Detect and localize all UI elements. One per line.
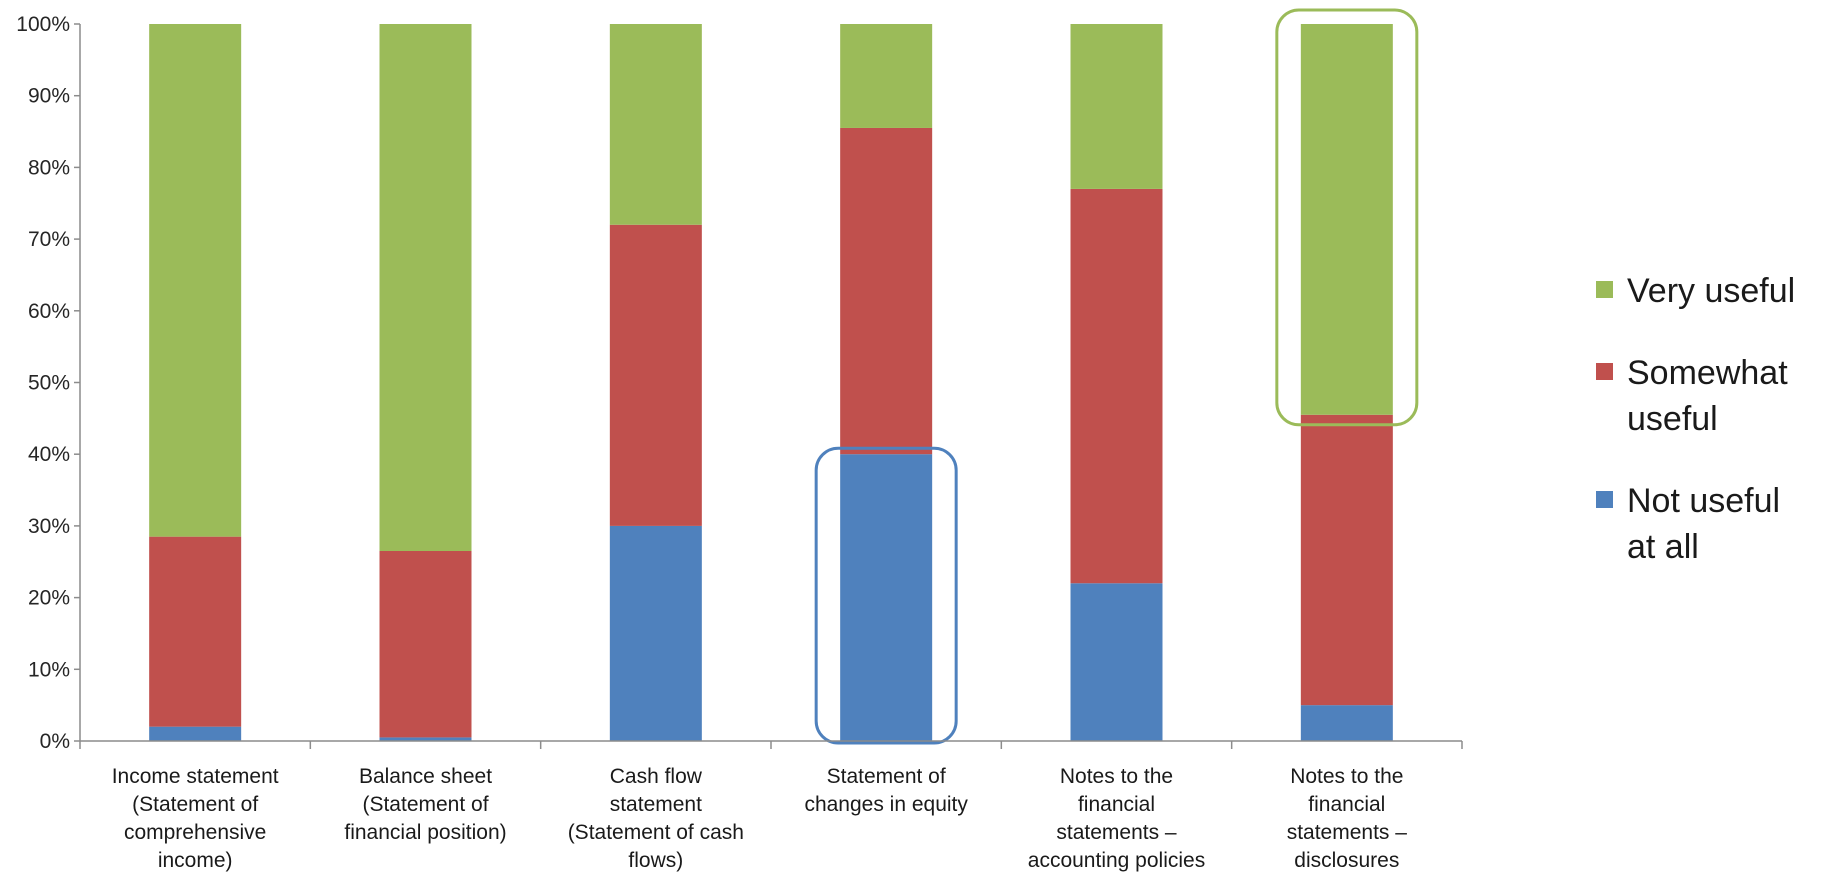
y-tick-label: 50% — [28, 372, 70, 395]
x-category-label: Balance sheet (Statement of financial posi… — [344, 765, 506, 844]
bar-stack — [840, 24, 933, 741]
legend-item-very-useful: Very useful — [1596, 268, 1836, 314]
y-tick-label: 100% — [16, 13, 70, 36]
x-category-label: Income statement (Statement of comprehensi… — [112, 765, 279, 872]
bar-segment-not-useful-at-all — [149, 726, 242, 741]
bar-segment-not-useful-at-all — [379, 737, 472, 741]
legend-label: Somewhat useful — [1627, 354, 1788, 438]
bar-segment-somewhat-useful — [149, 536, 242, 727]
bar-stack — [609, 24, 702, 741]
bar-segment-somewhat-useful — [1070, 188, 1163, 584]
legend-label: Not useful at all — [1627, 482, 1781, 566]
bar-stack — [1070, 24, 1163, 741]
y-tick-label: 0% — [40, 730, 70, 753]
x-axis: Income statement (Statement of comprehensi… — [79, 740, 1463, 872]
y-tick-label: 20% — [28, 587, 70, 610]
bar-segment-not-useful-at-all — [1300, 705, 1393, 741]
bar-segment-very-useful — [149, 24, 242, 537]
legend: Very useful Somewhat useful Not useful at al… — [1596, 268, 1836, 606]
bar-segment-somewhat-useful — [1300, 414, 1393, 706]
y-tick-label: 90% — [28, 85, 70, 108]
bar-stack — [149, 24, 242, 741]
legend-swatch — [1596, 281, 1613, 298]
legend-swatch — [1596, 491, 1613, 508]
bar-segment-not-useful-at-all — [840, 454, 933, 741]
legend-swatch — [1596, 363, 1613, 380]
highlight-box — [1275, 8, 1419, 427]
bar-stacks — [149, 24, 1393, 741]
bar-segment-very-useful — [1070, 24, 1163, 189]
highlight-box — [814, 446, 958, 745]
bar-segment-very-useful — [379, 24, 472, 551]
highlight-boxes — [814, 8, 1419, 745]
y-tick-label: 60% — [28, 300, 70, 323]
legend-label: Very useful — [1627, 272, 1796, 310]
bar-segment-very-useful — [1300, 24, 1393, 415]
x-category-label: Cash flow statement (Statement of cash flow… — [568, 765, 744, 872]
bar-segment-somewhat-useful — [840, 127, 933, 455]
x-category-label: Notes to the financial statements – account… — [1028, 765, 1205, 872]
x-category-label: Statement of changes in equity — [804, 765, 968, 816]
y-tick-label: 10% — [28, 658, 70, 681]
legend-item-somewhat-useful: Somewhat useful — [1596, 350, 1836, 442]
bar-segment-somewhat-useful — [609, 224, 702, 526]
y-axis: 0% 10% 20% 30% 40% 50% 60% 70% 80% 90% 100% — [16, 13, 81, 753]
bar-segment-not-useful-at-all — [609, 525, 702, 741]
x-category-label: Notes to the financial statements – disclos… — [1287, 765, 1408, 872]
bar-stack — [1300, 24, 1393, 741]
bar-segment-not-useful-at-all — [1070, 583, 1163, 741]
y-tick-label: 80% — [28, 156, 70, 179]
bar-segment-very-useful — [609, 24, 702, 225]
y-tick-label: 30% — [28, 515, 70, 538]
legend-item-not-useful-at-all: Not useful at all — [1596, 478, 1836, 570]
bar-segment-somewhat-useful — [379, 550, 472, 738]
y-tick-label: 70% — [28, 228, 70, 251]
bar-segment-very-useful — [840, 24, 933, 128]
bar-stack — [379, 24, 472, 741]
y-tick-label: 40% — [28, 443, 70, 466]
